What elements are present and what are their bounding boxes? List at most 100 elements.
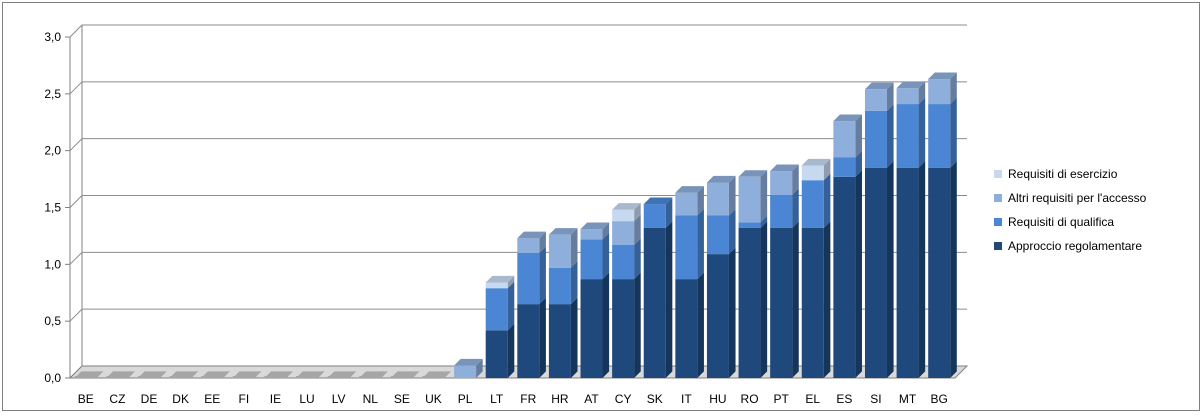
y-tick-label: 0,0 — [44, 371, 61, 385]
y-tick-label: 0,5 — [44, 314, 61, 328]
bar-IT-s2 — [675, 192, 698, 216]
legend-label: Requisiti di qualifica — [1008, 215, 1115, 229]
bar-side-MT-s1 — [918, 97, 926, 168]
x-tick-label: EL — [805, 392, 820, 406]
bar-zero-EE — [201, 376, 224, 378]
bar-top-FR — [517, 231, 546, 239]
x-tick-label: PT — [773, 392, 789, 406]
bar-FR-s2 — [517, 238, 540, 253]
bar-LT-s1 — [485, 288, 508, 331]
bar-side-ES-s1 — [855, 150, 862, 177]
x-tick-label: SK — [647, 392, 663, 406]
x-tick-label: SI — [870, 392, 881, 406]
bar-side-FR-s0 — [539, 297, 546, 378]
bar-side-AT-s1 — [602, 232, 610, 280]
bar-side-IT-s1 — [697, 208, 704, 280]
bar-FR-s0 — [517, 304, 540, 378]
x-tick-label: PL — [458, 392, 473, 406]
bar-side-HU-s2 — [728, 175, 736, 216]
bar-PL-s2 — [454, 365, 477, 378]
bar-SI-s0 — [864, 167, 887, 378]
x-tick-label: LT — [490, 392, 504, 406]
bar-side-MT-s0 — [918, 161, 926, 378]
bar-side-RO-s2 — [760, 170, 768, 223]
bar-AT-s0 — [580, 279, 603, 378]
x-tick-label: HU — [709, 392, 726, 406]
legend-item-requisiti-di-qualifica: Requisiti di qualifica — [994, 210, 1146, 234]
bar-top-HR — [548, 228, 578, 235]
bar-side-BG-s0 — [950, 161, 957, 378]
bar-side-CY-s2 — [634, 214, 641, 246]
bar-top-HU — [706, 175, 736, 183]
gridline — [69, 24, 967, 38]
bar-BG-s2 — [928, 79, 951, 105]
bar-side-SK-s1 — [665, 197, 673, 228]
gridline — [69, 195, 967, 208]
bar-side-SI-s0 — [886, 161, 894, 378]
bar-top-AT — [580, 222, 610, 230]
bar-MT-s2 — [896, 88, 919, 105]
bar-side-BG-s1 — [950, 97, 957, 168]
gridline — [69, 81, 967, 95]
bar-LT-s3 — [485, 282, 508, 289]
bar-PT-s2 — [770, 171, 793, 195]
bar-SI-s2 — [864, 89, 887, 111]
bar-CY-s1 — [612, 245, 635, 280]
bar-ES-s2 — [833, 121, 856, 158]
x-tick-label: IE — [270, 392, 281, 406]
bar-FR-s1 — [517, 252, 540, 305]
bar-side-IT-s0 — [697, 272, 704, 378]
bar-zero-DE — [138, 376, 161, 378]
y-tick-label: 3,0 — [44, 30, 61, 44]
x-tick-label: MT — [899, 392, 917, 406]
bar-side-AT-s0 — [602, 272, 610, 378]
bar-zero-DK — [169, 376, 192, 378]
bar-EL-s0 — [801, 227, 824, 378]
legend-label: Requisiti di esercizio — [1008, 167, 1118, 181]
bar-top-SK — [643, 197, 673, 205]
bar-top-CY — [612, 203, 641, 210]
x-tick-label: FI — [239, 392, 250, 406]
bar-side-LT-s1 — [507, 281, 515, 331]
bar-side-PL-s2 — [476, 358, 483, 378]
bar-side-RO-s0 — [760, 221, 768, 378]
x-tick-label: BG — [931, 392, 948, 406]
bar-side-SI-s1 — [886, 104, 894, 168]
bar-EL-s1 — [801, 180, 824, 228]
bar-top-PT — [770, 164, 799, 172]
bar-SK-s1 — [643, 204, 666, 228]
bar-SK-s0 — [643, 227, 666, 378]
bar-side-EL-s3 — [823, 158, 831, 181]
x-tick-label: CY — [615, 392, 632, 406]
legend-swatch — [994, 170, 1002, 178]
legend-swatch — [994, 242, 1002, 250]
bar-top-BG — [928, 72, 957, 80]
x-tick-label: SE — [394, 392, 410, 406]
bar-side-AT-s2 — [602, 222, 610, 240]
y-tick-label: 2,0 — [44, 144, 61, 158]
bar-side-SI-s2 — [886, 82, 894, 111]
bar-PT-s0 — [770, 227, 793, 378]
bar-side-ES-s0 — [855, 170, 862, 378]
bar-CY-s0 — [612, 279, 635, 378]
bar-zero-CZ — [106, 376, 129, 378]
y-tick-label: 1,5 — [44, 201, 61, 215]
bar-PT-s1 — [770, 194, 793, 228]
legend: Requisiti di esercizio Altri requisiti p… — [994, 162, 1146, 258]
bar-BG-s0 — [928, 167, 951, 378]
bar-AT-s2 — [580, 229, 603, 240]
legend-item-approccio-regolamentare: Approccio regolamentare — [994, 234, 1146, 258]
y-tick-label: 1,0 — [44, 257, 61, 271]
bar-top-MT — [896, 81, 926, 89]
bar-zero-FI — [232, 376, 255, 378]
bar-zero-UK — [422, 376, 445, 378]
y-tick-label: 2,5 — [44, 87, 61, 101]
bar-HR-s2 — [548, 234, 571, 268]
bar-BG-s1 — [928, 104, 951, 168]
bar-zero-NL — [359, 376, 382, 378]
bar-side-HR-s1 — [570, 261, 578, 305]
x-tick-label: IT — [681, 392, 692, 406]
x-tick-label: HR — [551, 392, 569, 406]
x-tick-label: UK — [425, 392, 442, 406]
